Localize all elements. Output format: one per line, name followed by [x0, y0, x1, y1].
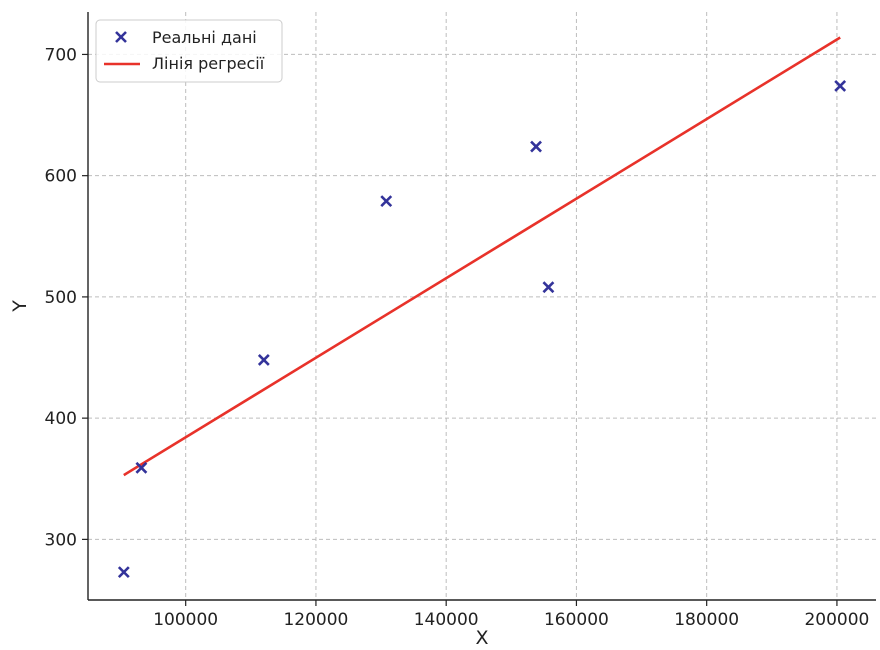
x-axis-ticks: 100000 120000 140000 160000 180000 200000: [153, 600, 869, 630]
data-point: [135, 461, 148, 474]
legend-box: [95, 19, 283, 83]
legend-label-scatter: Реальні дані: [152, 28, 257, 47]
y-tick-label: 400: [45, 409, 77, 429]
y-axis-title: Y: [9, 300, 31, 313]
grid: [88, 12, 876, 600]
legend-marker-scatter-icon: [115, 31, 127, 43]
y-tick-label: 500: [45, 288, 77, 308]
data-point: [542, 281, 555, 294]
data-point: [380, 195, 393, 208]
x-tick-label: 120000: [283, 610, 348, 630]
x-tick-label: 140000: [414, 610, 479, 630]
x-tick-label: 100000: [153, 610, 218, 630]
y-tick-label: 600: [45, 167, 77, 187]
data-point: [530, 140, 542, 153]
x-tick-label: 200000: [804, 610, 869, 630]
legend: Реальні дані Лінія регресії: [95, 19, 283, 83]
x-tick-label: 180000: [674, 610, 739, 630]
data-point: [117, 566, 130, 579]
legend-label-line: Лінія регресії: [152, 54, 265, 73]
x-tick-label: 160000: [544, 610, 609, 630]
data-point: [834, 80, 847, 92]
y-tick-label: 300: [45, 530, 77, 550]
series-layer: [117, 36, 847, 579]
regression-line: [123, 36, 841, 477]
y-axis-ticks: 300 400 500 600 700: [45, 45, 88, 550]
data-point: [257, 354, 270, 366]
x-axis-title: X: [475, 627, 488, 649]
y-tick-label: 700: [45, 45, 77, 65]
